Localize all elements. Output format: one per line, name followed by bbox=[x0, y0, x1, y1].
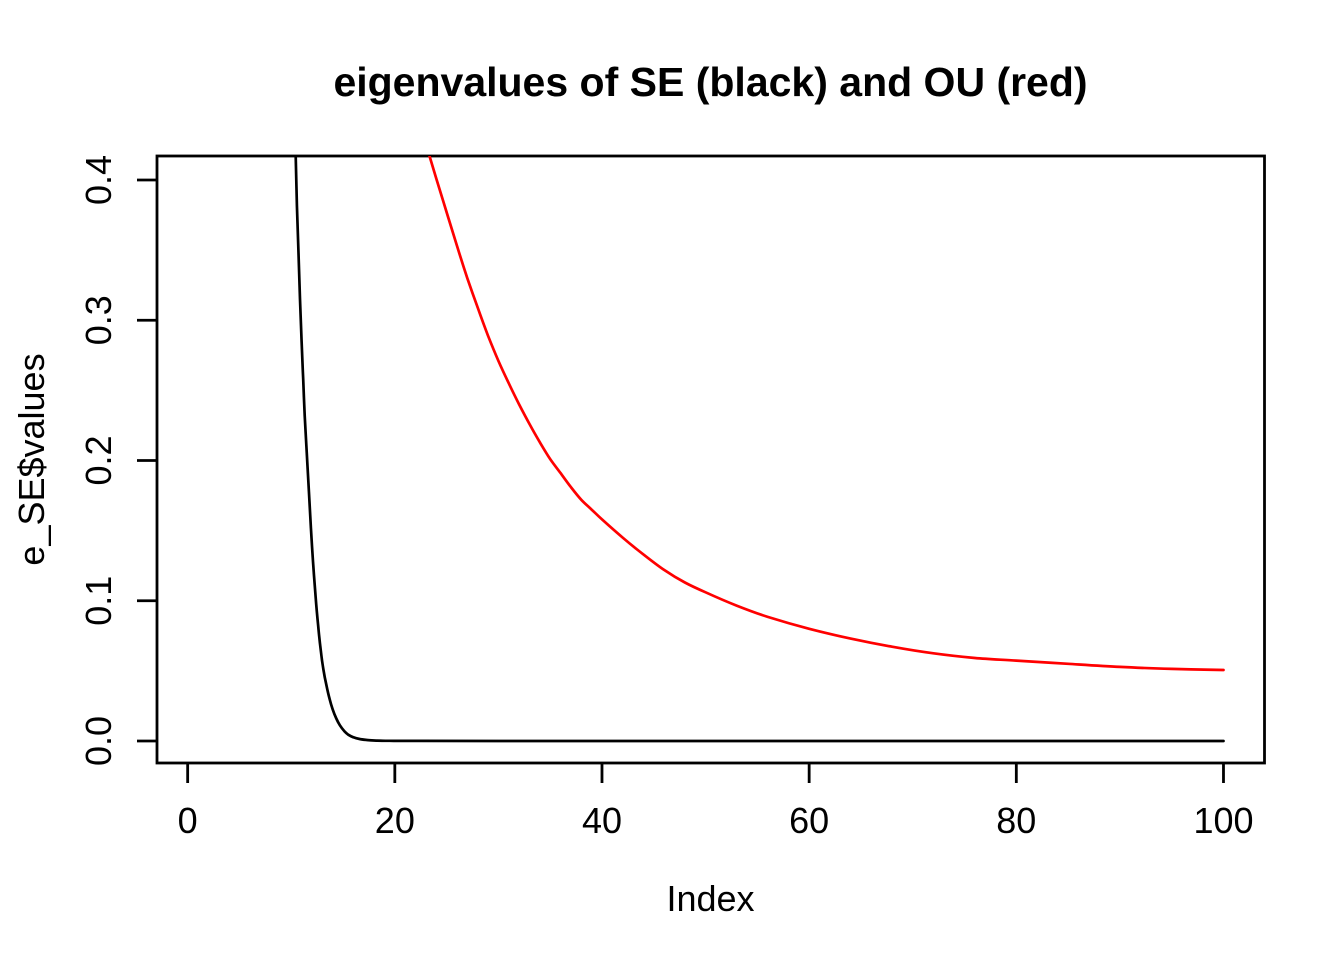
x-tick-label: 60 bbox=[789, 800, 829, 841]
series-group bbox=[294, 156, 1225, 743]
y-tick-label: 0.2 bbox=[78, 435, 119, 485]
x-tick-label: 100 bbox=[1193, 800, 1253, 841]
y-tick-label: 0.1 bbox=[78, 576, 119, 626]
y-axis-label: e_SE$values bbox=[11, 353, 52, 565]
x-tick-label: 40 bbox=[582, 800, 622, 841]
y-tick-label: 0.0 bbox=[78, 716, 119, 766]
axes: 0 20 40 60 80 100 0.0 0.1 0.2 0.3 0.4 bbox=[78, 155, 1254, 841]
chart-title: eigenvalues of SE (black) and OU (red) bbox=[333, 59, 1087, 105]
y-tick-label: 0.3 bbox=[78, 295, 119, 345]
series-line-1 bbox=[428, 156, 1225, 672]
x-tick-label: 80 bbox=[996, 800, 1036, 841]
x-axis-label: Index bbox=[666, 878, 754, 919]
y-tick-label: 0.4 bbox=[78, 155, 119, 205]
x-tick-label: 0 bbox=[178, 800, 198, 841]
series-line-0 bbox=[294, 156, 1225, 743]
x-tick-label: 20 bbox=[375, 800, 415, 841]
